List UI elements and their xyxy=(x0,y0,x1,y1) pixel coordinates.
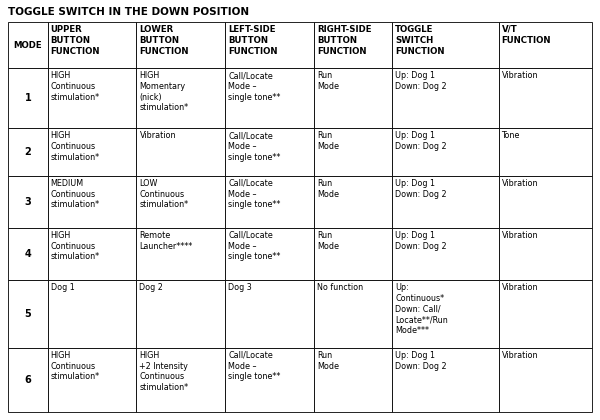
Text: Up: Dog 1
Down: Dog 2: Up: Dog 1 Down: Dog 2 xyxy=(395,179,447,199)
Text: Run
Mode: Run Mode xyxy=(317,231,339,251)
Text: V/T
FUNCTION: V/T FUNCTION xyxy=(502,25,551,45)
Bar xyxy=(48,128,136,176)
Bar xyxy=(225,128,314,176)
Bar xyxy=(136,68,225,128)
Bar xyxy=(499,68,592,128)
Text: MODE: MODE xyxy=(14,40,42,50)
Text: UPPER
BUTTON
FUNCTION: UPPER BUTTON FUNCTION xyxy=(51,25,100,55)
Text: HIGH
Continuous
stimulation*: HIGH Continuous stimulation* xyxy=(51,351,100,381)
Bar xyxy=(48,176,136,228)
Text: Call/Locate
Mode –
single tone**: Call/Locate Mode – single tone** xyxy=(228,179,281,210)
Text: Remote
Launcher****: Remote Launcher**** xyxy=(139,231,193,251)
Text: Vibration: Vibration xyxy=(502,283,538,292)
Text: Run
Mode: Run Mode xyxy=(317,71,339,91)
Bar xyxy=(48,348,136,412)
Text: Call/Locate
Mode –
single tone**: Call/Locate Mode – single tone** xyxy=(228,131,281,162)
Bar xyxy=(136,348,225,412)
Bar xyxy=(499,176,592,228)
Text: 3: 3 xyxy=(25,197,31,207)
Text: Dog 3: Dog 3 xyxy=(228,283,252,292)
Bar xyxy=(314,176,392,228)
Text: Vibration: Vibration xyxy=(502,71,538,80)
Bar xyxy=(48,280,136,348)
Text: Run
Mode: Run Mode xyxy=(317,179,339,199)
Text: 5: 5 xyxy=(25,309,31,319)
Bar xyxy=(499,128,592,176)
Text: LEFT-SIDE
BUTTON
FUNCTION: LEFT-SIDE BUTTON FUNCTION xyxy=(228,25,278,55)
Text: MEDIUM
Continuous
stimulation*: MEDIUM Continuous stimulation* xyxy=(51,179,100,210)
Bar xyxy=(225,22,314,68)
Text: Vibration: Vibration xyxy=(502,179,538,188)
Text: Tone: Tone xyxy=(502,131,520,140)
Text: LOW
Continuous
stimulation*: LOW Continuous stimulation* xyxy=(139,179,188,210)
Text: 2: 2 xyxy=(25,147,31,157)
Text: HIGH
+2 Intensity
Continuous
stimulation*: HIGH +2 Intensity Continuous stimulation… xyxy=(139,351,188,392)
Bar xyxy=(136,280,225,348)
Text: Up: Dog 1
Down: Dog 2: Up: Dog 1 Down: Dog 2 xyxy=(395,71,447,91)
Text: HIGH
Continuous
stimulation*: HIGH Continuous stimulation* xyxy=(51,131,100,162)
Bar xyxy=(8,176,48,228)
Text: RIGHT-SIDE
BUTTON
FUNCTION: RIGHT-SIDE BUTTON FUNCTION xyxy=(317,25,371,55)
Bar xyxy=(136,176,225,228)
Bar xyxy=(136,128,225,176)
Bar xyxy=(392,22,499,68)
Bar xyxy=(314,280,392,348)
Text: HIGH
Momentary
(nick)
stimulation*: HIGH Momentary (nick) stimulation* xyxy=(139,71,188,112)
Text: Run
Mode: Run Mode xyxy=(317,131,339,151)
Text: LOWER
BUTTON
FUNCTION: LOWER BUTTON FUNCTION xyxy=(139,25,189,55)
Bar xyxy=(314,348,392,412)
Bar xyxy=(225,348,314,412)
Bar xyxy=(48,228,136,280)
Bar xyxy=(499,280,592,348)
Bar xyxy=(314,22,392,68)
Bar xyxy=(392,68,499,128)
Text: Up: Dog 1
Down: Dog 2: Up: Dog 1 Down: Dog 2 xyxy=(395,131,447,151)
Bar xyxy=(314,68,392,128)
Bar xyxy=(136,22,225,68)
Text: Run
Mode: Run Mode xyxy=(317,351,339,371)
Text: HIGH
Continuous
stimulation*: HIGH Continuous stimulation* xyxy=(51,231,100,261)
Bar xyxy=(48,22,136,68)
Text: Dog 1: Dog 1 xyxy=(51,283,74,292)
Text: Dog 2: Dog 2 xyxy=(139,283,163,292)
Text: Call/Locate
Mode –
single tone**: Call/Locate Mode – single tone** xyxy=(228,231,281,261)
Bar xyxy=(499,348,592,412)
Bar xyxy=(392,176,499,228)
Bar xyxy=(392,228,499,280)
Text: 1: 1 xyxy=(25,93,31,103)
Bar xyxy=(392,280,499,348)
Bar xyxy=(8,280,48,348)
Bar xyxy=(499,22,592,68)
Text: Up:
Continuous*
Down: Call/
Locate**/Run
Mode***: Up: Continuous* Down: Call/ Locate**/Run… xyxy=(395,283,448,335)
Bar xyxy=(499,228,592,280)
Bar xyxy=(8,228,48,280)
Bar xyxy=(136,228,225,280)
Text: TOGGLE
SWITCH
FUNCTION: TOGGLE SWITCH FUNCTION xyxy=(395,25,445,55)
Bar xyxy=(392,128,499,176)
Bar xyxy=(8,128,48,176)
Bar xyxy=(225,176,314,228)
Text: Vibration: Vibration xyxy=(502,351,538,360)
Text: Call/Locate
Mode –
single tone**: Call/Locate Mode – single tone** xyxy=(228,351,281,381)
Bar xyxy=(314,228,392,280)
Bar xyxy=(8,22,48,68)
Bar xyxy=(392,348,499,412)
Text: Call/Locate
Mode –
single tone**: Call/Locate Mode – single tone** xyxy=(228,71,281,102)
Bar xyxy=(8,68,48,128)
Bar xyxy=(225,280,314,348)
Text: No function: No function xyxy=(317,283,363,292)
Bar xyxy=(314,128,392,176)
Text: 4: 4 xyxy=(25,249,31,259)
Text: Vibration: Vibration xyxy=(139,131,176,140)
Text: TOGGLE SWITCH IN THE DOWN POSITION: TOGGLE SWITCH IN THE DOWN POSITION xyxy=(8,7,249,17)
Text: Vibration: Vibration xyxy=(502,231,538,240)
Bar xyxy=(48,68,136,128)
Text: Up: Dog 1
Down: Dog 2: Up: Dog 1 Down: Dog 2 xyxy=(395,351,447,371)
Text: HIGH
Continuous
stimulation*: HIGH Continuous stimulation* xyxy=(51,71,100,102)
Text: 6: 6 xyxy=(25,375,31,385)
Text: Up: Dog 1
Down: Dog 2: Up: Dog 1 Down: Dog 2 xyxy=(395,231,447,251)
Bar xyxy=(8,348,48,412)
Bar xyxy=(225,68,314,128)
Bar xyxy=(225,228,314,280)
